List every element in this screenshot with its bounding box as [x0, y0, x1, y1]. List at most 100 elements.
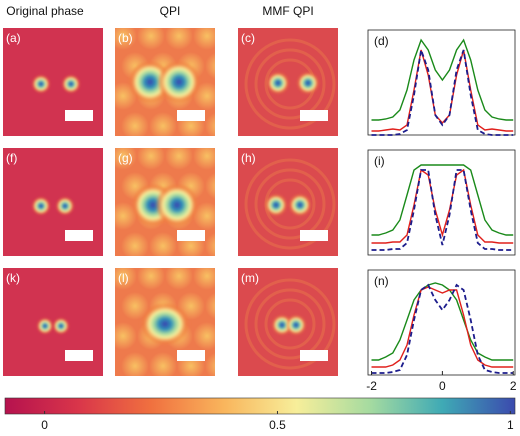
speckle [115, 28, 137, 50]
spot [56, 197, 74, 215]
panel-label: (g) [118, 151, 133, 165]
panel-label: (a) [6, 31, 21, 45]
ripple [244, 38, 336, 130]
panel-label: (c) [241, 31, 255, 45]
plot-frame [367, 29, 516, 136]
image-panel: (c) [238, 28, 338, 136]
spot [155, 183, 199, 227]
speckle [165, 268, 193, 290]
column-title: Original phase [6, 4, 84, 18]
speckle [205, 232, 215, 256]
speckle [137, 28, 165, 50]
panel-label: (l) [118, 271, 129, 285]
speckle [121, 112, 149, 136]
image-panel: (m) [238, 268, 338, 376]
speckle [137, 268, 165, 290]
image-panel: (b) [115, 28, 215, 136]
spot [157, 60, 201, 104]
panel-label: (m) [241, 271, 259, 285]
speckle [205, 52, 215, 80]
speckle [121, 352, 149, 376]
spot [32, 75, 50, 93]
profile-line [371, 164, 514, 236]
ripple [254, 48, 326, 120]
scale-bar [177, 110, 205, 121]
speckle [115, 322, 137, 350]
profile-line [371, 49, 514, 136]
speckle [205, 352, 215, 376]
speckle [193, 28, 215, 50]
profile-line [371, 169, 514, 251]
speckle [115, 148, 137, 170]
scale-bar [65, 230, 93, 241]
speckle [205, 292, 215, 320]
scale-bar [65, 350, 93, 361]
spot [289, 194, 311, 216]
ripple [254, 288, 326, 360]
ripple [254, 168, 326, 240]
spot [53, 318, 69, 334]
speckle [149, 232, 177, 256]
panel-label: (b) [118, 31, 133, 45]
spot [139, 302, 191, 346]
speckle [121, 232, 149, 256]
x-tick-label: 2 [510, 379, 517, 393]
x-tick-label: -2 [366, 379, 377, 393]
speckle [193, 322, 215, 350]
image-panel: (l) [115, 268, 215, 376]
profile-line [371, 286, 514, 368]
scale-bar [300, 110, 328, 121]
speckle [115, 268, 137, 290]
colorbar-tick-label: 0 [41, 418, 48, 432]
scale-bar [177, 230, 205, 241]
speckle [165, 28, 193, 50]
spot [286, 315, 306, 335]
speckle [121, 292, 149, 320]
x-tick-label: 0 [439, 379, 446, 393]
speckle [137, 148, 165, 170]
spot [62, 75, 80, 93]
ripple [264, 298, 316, 350]
image-panel: (k) [3, 268, 103, 376]
colorbar-tick-label: 0.5 [269, 418, 286, 432]
profile-line [371, 168, 514, 244]
scale-bar [65, 110, 93, 121]
speckle [149, 352, 177, 376]
speckle [205, 112, 215, 136]
panel-label: (f) [6, 151, 17, 165]
plot-label: (i) [374, 154, 385, 168]
image-panel: (g) [115, 148, 215, 256]
spot [267, 72, 289, 94]
profile-line [371, 49, 514, 132]
colorbar-tick-label: 1 [507, 418, 514, 432]
ripple [244, 278, 336, 370]
profile-line [371, 282, 514, 361]
image-panel: (a) [3, 28, 103, 136]
scale-bar [300, 230, 328, 241]
panel-label: (k) [6, 271, 20, 285]
spot [32, 197, 50, 215]
speckle [193, 148, 215, 170]
column-title: QPI [160, 4, 181, 18]
colorbar [4, 397, 516, 415]
spot [37, 318, 53, 334]
speckle [205, 172, 215, 200]
speckle [165, 148, 193, 170]
profile-line [371, 38, 514, 121]
plot-label: (d) [374, 34, 389, 48]
spot [297, 72, 319, 94]
plot-frame [367, 269, 516, 376]
spot [272, 315, 292, 335]
image-panel: (h) [238, 148, 338, 256]
column-title: MMF QPI [262, 4, 313, 18]
speckle [149, 112, 177, 136]
spot [265, 194, 287, 216]
scale-bar [177, 350, 205, 361]
plot-frame [367, 149, 516, 256]
scale-bar [300, 350, 328, 361]
panel-label: (h) [241, 151, 256, 165]
profile-line [371, 283, 514, 374]
plot-label: (n) [374, 274, 389, 288]
image-panel: (f) [3, 148, 103, 256]
